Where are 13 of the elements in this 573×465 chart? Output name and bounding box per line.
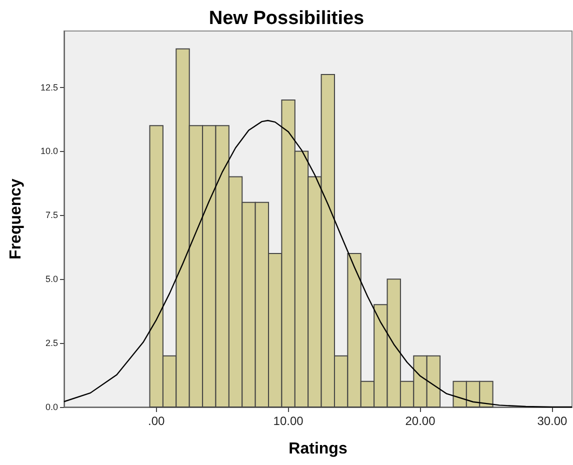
y-tick-label: 0.0: [45, 402, 58, 412]
y-tick-label: 12.5: [40, 82, 58, 92]
x-tick-label: 30.00: [537, 414, 568, 428]
x-tick-label: 20.00: [405, 414, 436, 428]
chart-title: New Possibilities: [208, 8, 364, 29]
y-tick-label: 2.5: [45, 338, 58, 348]
y-tick-label: 10.0: [40, 146, 58, 156]
y-tick-label: 7.5: [45, 210, 58, 220]
y-axis-title: Frequency: [8, 178, 24, 260]
y-tick-label: 5.0: [45, 274, 58, 284]
x-tick-label: 10.00: [273, 414, 304, 428]
x-tick-label: .00: [148, 414, 166, 428]
x-axis-title: Ratings: [288, 440, 348, 458]
